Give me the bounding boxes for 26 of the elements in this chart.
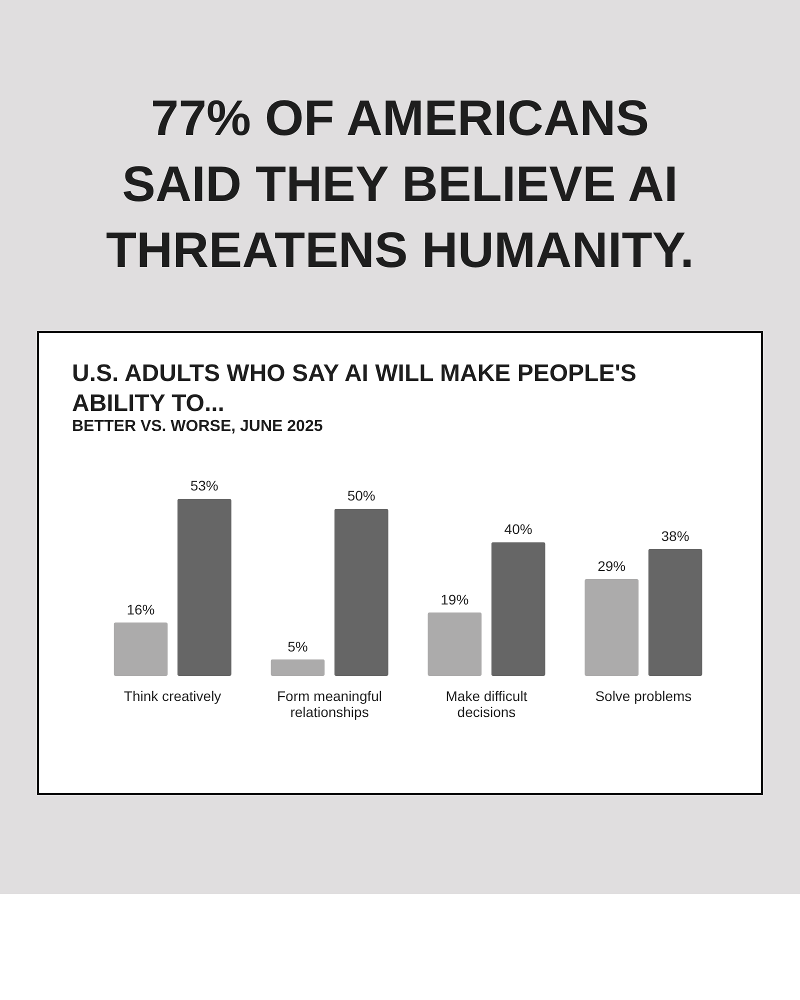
text: THREATENS HUMANITY. [106,222,694,278]
x-tick-label: Think creatively [124,688,222,704]
data-label: 40% [504,521,532,538]
x-tick-label: Solve problems [595,688,692,704]
bar [428,612,482,676]
bar [648,548,702,676]
bar [114,622,168,676]
data-label: 16% [126,601,155,618]
x-tick-label: Make difficult decisions [446,688,528,720]
data-label: 5% [288,638,308,654]
x-tick-label: Form meaningful relationships [276,688,382,720]
text: 77% OF AMERICANS [150,90,650,146]
data-label: 53% [190,478,218,494]
bar [177,498,232,676]
bar [270,659,325,676]
text: ABILITY TO... [72,390,224,417]
bar [334,508,388,676]
text: SAID THEY BELIEVE AI [122,156,678,212]
bar [491,542,546,676]
text: U.S. ADULTS WHO SAY AI WILL MAKE PEOPLE'S [72,360,636,387]
text: BETTER VS. WORSE, JUNE 2025 [72,418,323,435]
data-label: 29% [598,558,626,574]
data-label: 50% [347,488,376,504]
data-label: 19% [440,591,469,608]
bar [584,578,639,676]
data-label: 38% [661,528,690,544]
